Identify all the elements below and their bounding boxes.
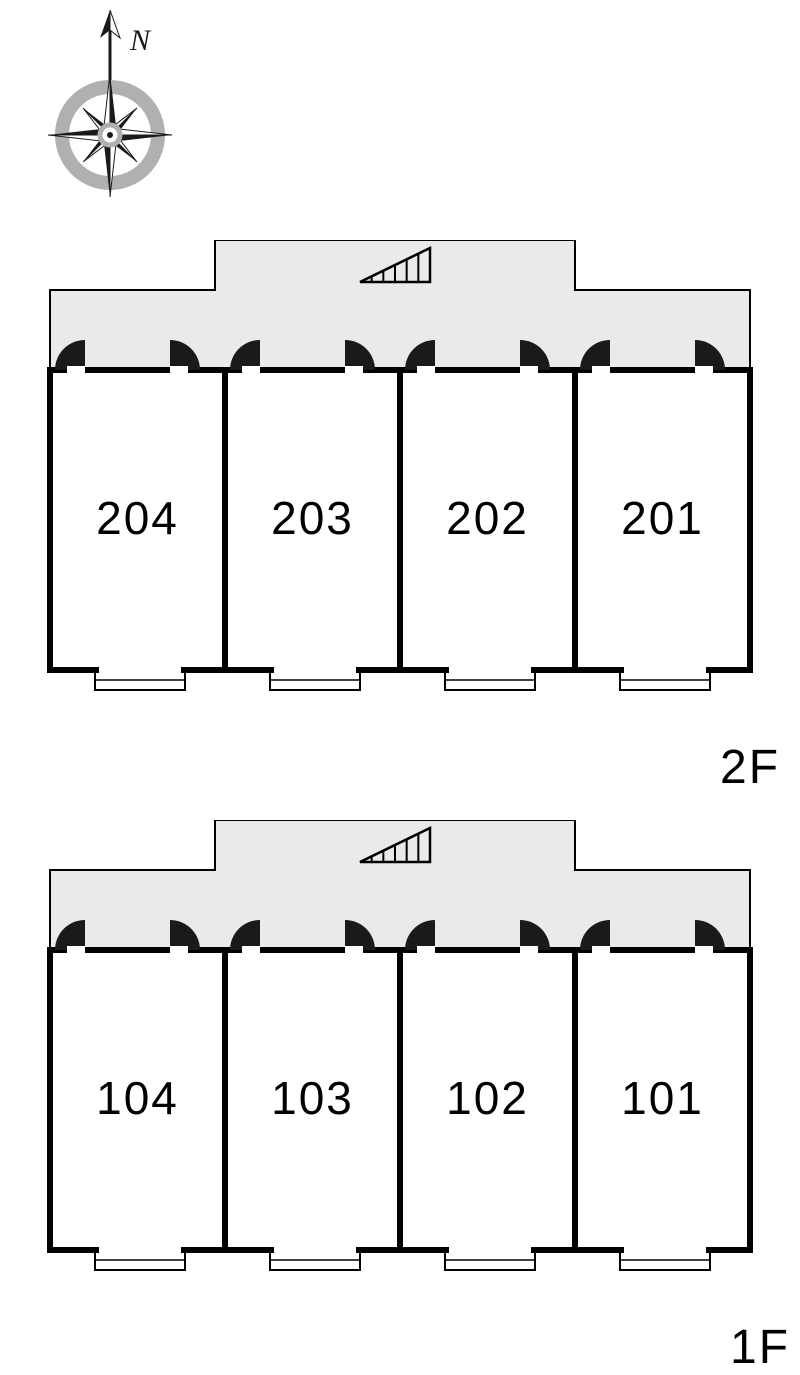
compass-center-dot-icon <box>107 132 113 138</box>
corridor <box>50 240 750 370</box>
door-opening <box>67 946 85 954</box>
door-opening <box>170 366 188 374</box>
door-opening <box>417 946 435 954</box>
door-opening <box>170 946 188 954</box>
window-opening <box>449 1246 531 1254</box>
floor-plan: 204 203 202 201 <box>40 240 760 740</box>
floor-plan-canvas: N <box>0 0 800 1373</box>
compass-icon: N <box>40 10 180 220</box>
door-opening <box>345 946 363 954</box>
door-opening <box>417 366 435 374</box>
door-opening <box>592 946 610 954</box>
window-opening <box>99 1246 181 1254</box>
floor-plan: 104 103 102 101 <box>40 820 760 1320</box>
door-opening <box>520 366 538 374</box>
unit-label: 103 <box>271 1072 354 1124</box>
unit-label: 102 <box>446 1072 529 1124</box>
door-opening <box>242 366 260 374</box>
compass-north-label: N <box>129 24 152 57</box>
door-opening <box>695 946 713 954</box>
door-opening <box>520 946 538 954</box>
unit-label: 203 <box>271 492 354 544</box>
door-opening <box>67 366 85 374</box>
window-opening <box>274 666 356 674</box>
window-opening <box>624 1246 706 1254</box>
unit-label: 201 <box>621 492 704 544</box>
window-opening <box>449 666 531 674</box>
floor-label: 1F <box>730 1320 790 1375</box>
door-opening <box>345 366 363 374</box>
unit-label: 204 <box>96 492 179 544</box>
corridor <box>50 820 750 950</box>
unit-label: 101 <box>621 1072 704 1124</box>
door-opening <box>592 366 610 374</box>
floor-label: 2F <box>720 740 780 795</box>
window-opening <box>99 666 181 674</box>
compass-rose: N <box>40 10 180 220</box>
door-opening <box>695 366 713 374</box>
unit-label: 202 <box>446 492 529 544</box>
window-opening <box>274 1246 356 1254</box>
unit-label: 104 <box>96 1072 179 1124</box>
door-opening <box>242 946 260 954</box>
window-opening <box>624 666 706 674</box>
